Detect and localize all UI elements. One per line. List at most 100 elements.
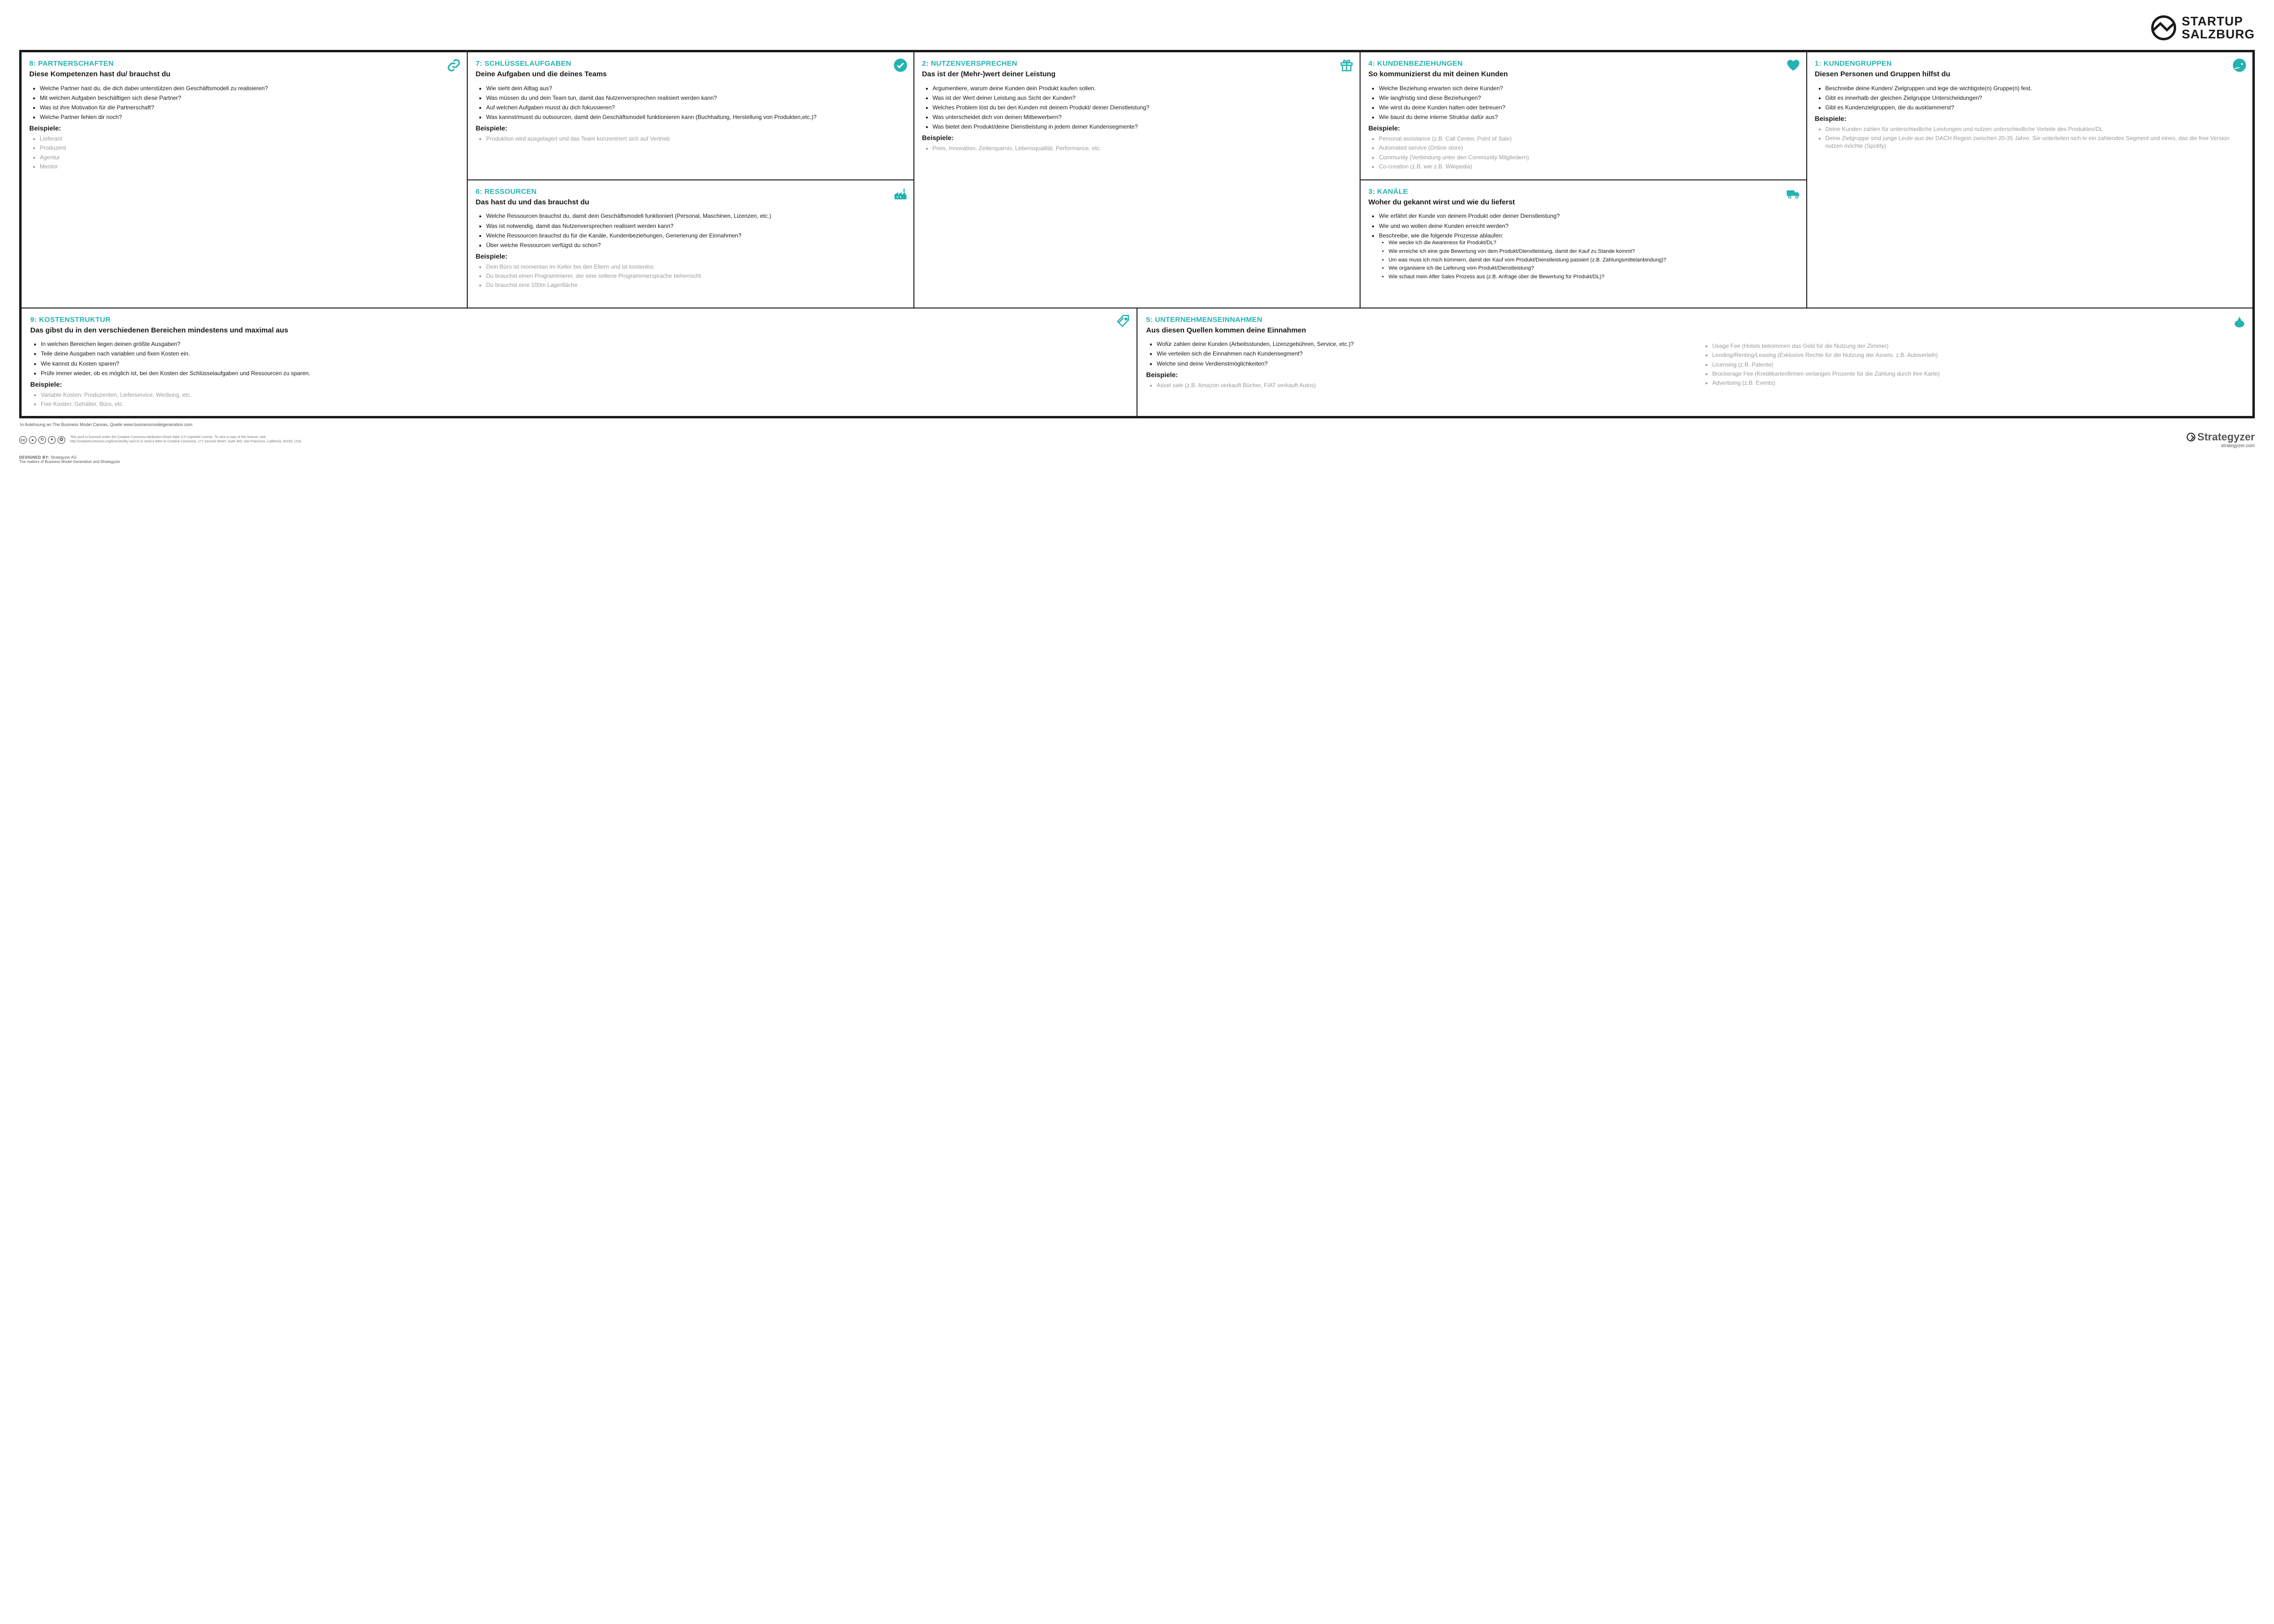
strategyzer-branding: Strategyzer strategyzer.com (2187, 431, 2255, 449)
question-list: Welche Ressourcen brauchst du, damit dei… (486, 212, 905, 249)
example-item: Du brauchst eine 100m Lagerfläche (486, 281, 905, 289)
sub-question-item: Wie erreiche ich eine gute Bewertung von… (1388, 248, 1798, 255)
sub-question-item: Wie schaut mein After Sales Prozess aus … (1388, 273, 1798, 281)
brand-logo: STARTUP SALZBURG (2150, 14, 2255, 41)
strategyzer-name: Strategyzer (2197, 431, 2255, 443)
examples-label: Beispiele: (1146, 370, 1688, 379)
example-item: Lending/Renting/Leasing (Exklusive Recht… (1712, 351, 2244, 359)
header: STARTUP SALZBURG (19, 14, 2255, 41)
question-item: Was ist der Wert deiner Leistung aus Sic… (933, 94, 1352, 102)
question-item: Welches Problem löst du bei den Kunden m… (933, 104, 1352, 111)
question-item: Was ist notwendig, damit das Nutzenversp… (486, 222, 905, 230)
sub-question-item: Wie wecke ich die Awareness für Produkt/… (1388, 239, 1798, 247)
example-item: Usage Fee (Hotels bekommen das Geld für … (1712, 342, 2244, 350)
examples-list: Lieferant Produzent Agentur Mentor (40, 135, 459, 170)
examples-label: Beispiele: (29, 124, 459, 133)
question-item: Was ist ihre Motivation für die Partners… (40, 104, 459, 111)
cell-cost-structure: 9: KOSTENSTRUKTUR Das gibst du in den ve… (21, 308, 1137, 417)
examples-list: Produktion wird ausgelagert und das Team… (486, 135, 905, 142)
strategyzer-url: strategyzer.com (2221, 443, 2255, 449)
question-list: Beschreibe deine Kunden/ Zielgruppen und… (1825, 84, 2245, 112)
cell-key-activities: 7: SCHLÜSSELAUFGABEN Deine Aufgaben und … (467, 52, 913, 180)
example-item: Fixe Kosten: Gehälter, Büro, etc. (41, 400, 1128, 408)
cell-subtitle: Das hast du und das brauchst du (475, 198, 905, 207)
question-item: Wofür zahlen deine Kunden (Arbeitsstunde… (1157, 340, 1688, 348)
question-list: Wie erfährt der Kunde von deinem Produkt… (1379, 212, 1798, 281)
question-item: Welche Partner hast du, die dich dabei u… (40, 84, 459, 92)
question-item: Beschreibe, wie die folgende Prozesse ab… (1379, 232, 1798, 281)
examples-label: Beispiele: (30, 380, 1128, 389)
question-item: Gibt es innerhalb der gleichen Zielgrupp… (1825, 94, 2245, 102)
question-item: Wie baust du deine interne Struktur dafü… (1379, 113, 1798, 121)
examples-list: Dein Büro ist momentan im Keller bei den… (486, 263, 905, 289)
examples-list: Personal assistance (z.B. Call Center, P… (1379, 135, 1798, 170)
question-item: In welchen Bereichen liegen deinen größt… (41, 340, 1128, 348)
cell-subtitle: Woher du gekannt wirst und wie du liefer… (1368, 198, 1798, 207)
examples-label: Beispiele: (475, 124, 905, 133)
question-item: Welche Beziehung erwarten sich deine Kun… (1379, 84, 1798, 92)
examples-list: Deine Kunden zahlen für unterschiedliche… (1825, 125, 2245, 150)
question-list: Wie sieht dein Alltag aus? Was müssen du… (486, 84, 905, 121)
cell-title: 6: RESSOURCEN (475, 187, 905, 197)
designed-by: DESIGNED BY: Strategyzer AG The makers o… (19, 455, 2255, 464)
sub-question-item: Um was muss ich mich kümmern, damit der … (1388, 257, 1798, 264)
question-item: Gibt es Kundenzielgruppen, die du auskla… (1825, 104, 2245, 111)
example-item: Personal assistance (z.B. Call Center, P… (1379, 135, 1798, 142)
cell-title: 3: KANÄLE (1368, 187, 1798, 197)
example-item: Dein Büro ist momentan im Keller bei den… (486, 263, 905, 271)
cell-subtitle: Diese Kompetenzen hast du/ brauchst du (29, 70, 459, 79)
designed-by-label: DESIGNED BY: (19, 455, 49, 460)
question-item: Beschreibe deine Kunden/ Zielgruppen und… (1825, 84, 2245, 92)
question-item: Wie verteilen sich die Einnahmen nach Ku… (1157, 350, 1688, 357)
strategyzer-mark-icon (2187, 433, 2195, 441)
cell-subtitle: Das gibst du in den verschiedenen Bereic… (30, 326, 1128, 335)
brand-line1: STARTUP (2182, 15, 2255, 28)
examples-label: Beispiele: (475, 252, 905, 261)
cc-nc-icon: ✪ (58, 436, 65, 444)
example-item: Deine Kunden zahlen für unterschiedliche… (1825, 125, 2245, 133)
example-item: Asset sale (z.B. Amazon verkauft Bücher,… (1157, 381, 1688, 389)
cell-value-proposition: 2: NUTZENVERSPRECHEN Das ist der (Mehr-)… (914, 52, 1360, 308)
question-item: Was kannst/musst du outsourcen, damit de… (486, 113, 905, 121)
example-item: Preis, Innovation, Zeitersparnis, Lebens… (933, 144, 1352, 152)
cell-title: 9: KOSTENSTRUKTUR (30, 315, 1128, 325)
brand-mark-icon (2150, 14, 2177, 41)
cell-revenue-streams: 5: UNTERNEHMENSEINNAHMEN Aus diesen Quel… (1137, 308, 2253, 417)
question-list: Welche Beziehung erwarten sich deine Kun… (1379, 84, 1798, 121)
cell-subtitle: Deine Aufgaben und die deines Teams (475, 70, 905, 79)
question-item: Welche Partner fehlen dir noch? (40, 113, 459, 121)
brand-text: STARTUP SALZBURG (2182, 15, 2255, 41)
example-item: Du brauchst einen Programmierer, der ein… (486, 272, 905, 280)
question-item: Wie kannst du Kosten sparen? (41, 360, 1128, 367)
question-item: Welche Ressourcen brauchst du, damit dei… (486, 212, 905, 220)
question-item: Wie langfristig sind diese Beziehungen? (1379, 94, 1798, 102)
example-item: Lieferant (40, 135, 459, 142)
designed-by-value: Strategyzer AG (50, 455, 76, 460)
cc-icon: cc (19, 436, 27, 444)
cell-channels: 3: KANÄLE Woher du gekannt wirst und wie… (1360, 180, 1806, 308)
strategyzer-logo: Strategyzer (2187, 431, 2255, 443)
cell-title: 5: UNTERNEHMENSEINNAHMEN (1146, 315, 2244, 325)
question-list: In welchen Bereichen liegen deinen größt… (41, 340, 1128, 377)
cell-subtitle: Diesen Personen und Gruppen hilfst du (1815, 70, 2245, 79)
examples-list-col2: Usage Fee (Hotels bekommen das Geld für … (1712, 342, 2244, 387)
link-icon (447, 58, 461, 72)
cc-license-icons: cc ● ↻ ✦ ✪ (19, 436, 65, 444)
cell-title: 2: NUTZENVERSPRECHEN (922, 59, 1352, 69)
cc-by-icon: ● (29, 436, 36, 444)
brand-line2: SALZBURG (2182, 28, 2255, 41)
question-item: Wie erfährt der Kunde von deinem Produkt… (1379, 212, 1798, 220)
sub-question-item: Wie organisiere ich die Lieferung vom Pr… (1388, 265, 1798, 272)
examples-label: Beispiele: (922, 133, 1352, 142)
question-item: Teile deine Ausgaben nach variablen und … (41, 350, 1128, 357)
question-item: Was müssen du und dein Team tun, damit d… (486, 94, 905, 102)
question-item: Was bietet dein Produkt/deine Dienstleis… (933, 123, 1352, 130)
question-list: Welche Partner hast du, die dich dabei u… (40, 84, 459, 121)
question-list: Argumentiere, warum deine Kunden dein Pr… (933, 84, 1352, 131)
examples-list: Asset sale (z.B. Amazon verkauft Bücher,… (1157, 381, 1688, 389)
question-item: Wie und wo wollen deine Kunden erreicht … (1379, 222, 1798, 230)
question-item: Welche Ressourcen brauchst du für die Ka… (486, 232, 905, 239)
question-item: Prüfe immer wieder, ob es möglich ist, b… (41, 369, 1128, 377)
question-item: Wie sieht dein Alltag aus? (486, 84, 905, 92)
money-bag-icon (2232, 314, 2247, 329)
